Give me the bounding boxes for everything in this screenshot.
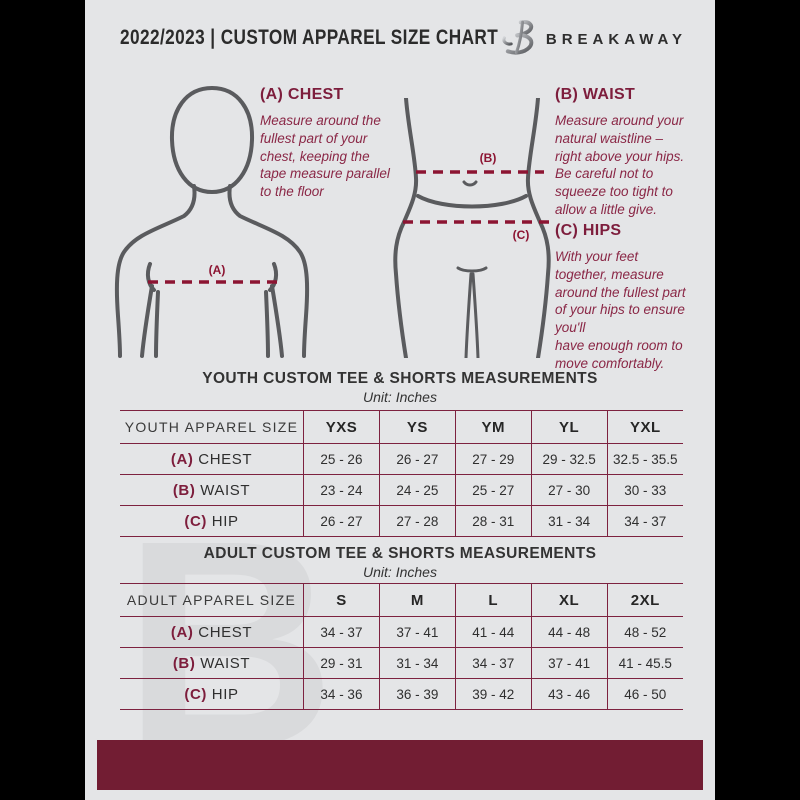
row-name: HIP — [211, 512, 239, 530]
table-cell: 37 - 41 — [379, 616, 456, 648]
table-cell: 23 - 24 — [303, 474, 380, 506]
size-header: 2XL — [630, 591, 660, 609]
row-name: WAIST — [200, 654, 251, 672]
table-cell: 29 - 31 — [303, 647, 380, 679]
row-label-cell: (B) WAIST — [120, 474, 304, 506]
youth-size-column-header: YOUTH APPAREL SIZE — [120, 410, 304, 444]
table-cell: 25 - 27 — [455, 474, 532, 506]
hips-guide-text: With your feet together, measure around … — [555, 249, 686, 371]
row-name: CHEST — [198, 450, 253, 468]
table-cell: 28 - 31 — [455, 505, 532, 537]
row-marker: (B) — [172, 654, 196, 672]
brand-name: BREAKAWAY — [545, 31, 687, 48]
table-cell: 36 - 39 — [379, 678, 456, 710]
row-label-cell: (B) WAIST — [120, 647, 304, 679]
row-name: HIP — [211, 685, 239, 703]
lower-body-figure: (B) (C) — [388, 96, 556, 363]
table-cell: 27 - 28 — [379, 505, 456, 537]
table-row: (A) CHEST 34 - 37 37 - 41 41 - 44 44 - 4… — [120, 616, 683, 648]
size-header: S — [303, 583, 380, 617]
row-name: CHEST — [198, 623, 253, 641]
size-header: M — [379, 583, 456, 617]
table-cell: 30 - 33 — [624, 482, 667, 498]
table-row: (B) WAIST 29 - 31 31 - 34 34 - 37 37 - 4… — [120, 647, 683, 679]
youth-unit-label: Unit: Inches — [363, 389, 437, 405]
table-cell: 39 - 42 — [455, 678, 532, 710]
table-cell: 46 - 50 — [624, 686, 667, 702]
youth-size-table: YOUTH APPAREL SIZE YXS YS YM YL YXL (A) … — [120, 410, 683, 537]
row-marker: (B) — [172, 481, 196, 499]
adult-size-table: ADULT APPAREL SIZE S M L XL 2XL (A) CHES… — [120, 583, 683, 710]
row-name: WAIST — [200, 481, 251, 499]
footer-bar — [97, 740, 703, 790]
waist-guide-text: Measure around your natural waistline – … — [555, 113, 685, 218]
table-cell: 44 - 48 — [531, 616, 608, 648]
table-cell: 29 - 32.5 — [531, 443, 608, 475]
adult-section-title: ADULT CUSTOM TEE & SHORTS MEASUREMENTS — [203, 545, 597, 562]
chest-guide-text: Measure around the fullest part of your … — [260, 113, 390, 200]
table-cell: 48 - 52 — [624, 624, 667, 640]
table-cell: 37 - 41 — [531, 647, 608, 679]
row-label-cell: (C) HIP — [120, 678, 304, 710]
size-header: YM — [455, 410, 532, 444]
breakaway-logo-icon — [500, 18, 538, 61]
table-cell: 31 - 34 — [379, 647, 456, 679]
adult-size-column-header: ADULT APPAREL SIZE — [120, 583, 304, 617]
table-cell: 24 - 25 — [379, 474, 456, 506]
size-header: XL — [531, 583, 608, 617]
row-marker: (A) — [170, 623, 194, 641]
size-header: YXS — [303, 410, 380, 444]
waist-guide-heading: (B) WAIST — [555, 86, 636, 103]
hip-marker-label: (C) — [513, 228, 530, 242]
upper-body-figure: (A) — [112, 78, 312, 363]
row-label-cell: (A) CHEST — [120, 443, 304, 475]
table-cell: 34 - 37 — [303, 616, 380, 648]
row-marker: (C) — [184, 685, 208, 703]
table-cell: 31 - 34 — [531, 505, 608, 537]
youth-section-title: YOUTH CUSTOM TEE & SHORTS MEASUREMENTS — [202, 370, 598, 387]
table-row: (C) HIP 34 - 36 36 - 39 39 - 42 43 - 46 … — [120, 678, 683, 710]
row-marker: (A) — [170, 450, 194, 468]
table-cell: 26 - 27 — [379, 443, 456, 475]
table-header-row: YOUTH APPAREL SIZE YXS YS YM YL YXL — [120, 410, 683, 444]
chest-marker-label: (A) — [209, 263, 226, 277]
size-header: YL — [531, 410, 608, 444]
table-cell: 41 - 45.5 — [618, 655, 672, 671]
adult-unit-label: Unit: Inches — [363, 564, 437, 580]
table-header-row: ADULT APPAREL SIZE S M L XL 2XL — [120, 583, 683, 617]
table-cell: 25 - 26 — [303, 443, 380, 475]
page-title: 2022/2023 | CUSTOM APPAREL SIZE CHART — [120, 26, 499, 49]
table-row: (A) CHEST 25 - 26 26 - 27 27 - 29 29 - 3… — [120, 443, 683, 475]
table-row: (C) HIP 26 - 27 27 - 28 28 - 31 31 - 34 … — [120, 505, 683, 537]
chest-guide-heading: (A) CHEST — [260, 86, 344, 103]
size-header: YS — [379, 410, 456, 444]
table-cell: 26 - 27 — [303, 505, 380, 537]
waist-marker-label: (B) — [480, 151, 497, 165]
table-cell: 34 - 37 — [455, 647, 532, 679]
table-cell: 41 - 44 — [455, 616, 532, 648]
size-header: L — [455, 583, 532, 617]
table-cell: 34 - 36 — [303, 678, 380, 710]
hips-guide-heading: (C) HIPS — [555, 222, 622, 239]
table-cell: 34 - 37 — [624, 513, 667, 529]
table-row: (B) WAIST 23 - 24 24 - 25 25 - 27 27 - 3… — [120, 474, 683, 506]
table-cell: 43 - 46 — [531, 678, 608, 710]
row-label-cell: (C) HIP — [120, 505, 304, 537]
size-chart-page: B 2022/2023 | CUSTOM APPAREL SIZE CHART — [85, 0, 715, 800]
table-cell: 27 - 29 — [455, 443, 532, 475]
table-cell: 32.5 - 35.5 — [613, 451, 678, 467]
brand-lockup: BREAKAWAY — [500, 18, 687, 61]
table-cell: 27 - 30 — [531, 474, 608, 506]
row-marker: (C) — [184, 512, 208, 530]
size-header: YXL — [629, 418, 661, 436]
row-label-cell: (A) CHEST — [120, 616, 304, 648]
